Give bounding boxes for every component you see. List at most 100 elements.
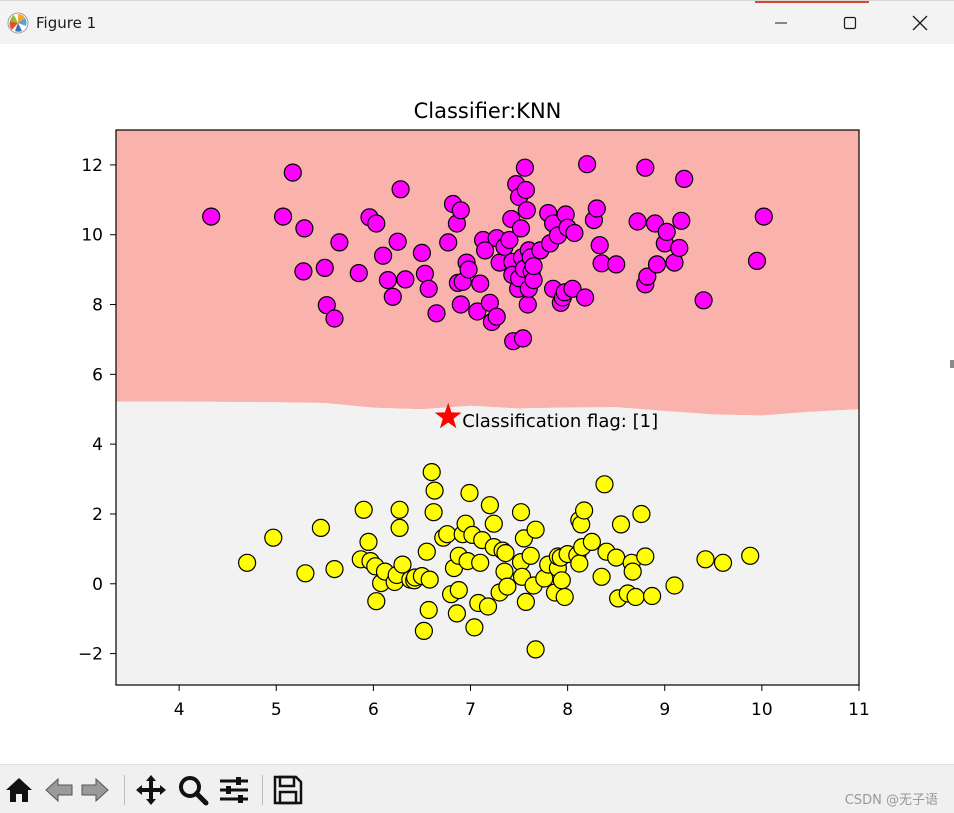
scatter-point xyxy=(390,518,409,537)
close-icon xyxy=(912,15,928,31)
y-tick-label: 10 xyxy=(81,226,103,246)
scatter-point xyxy=(274,207,293,226)
y-tick-label: 4 xyxy=(92,435,103,455)
configure-subplots-button[interactable] xyxy=(217,773,251,807)
scatter-point xyxy=(713,553,733,572)
x-axis: 4 5 6 7 8 9 10 11 xyxy=(174,685,870,720)
scatter-point xyxy=(672,211,691,230)
scatter-point xyxy=(391,180,410,199)
scatter-point xyxy=(496,544,515,563)
save-icon xyxy=(273,775,303,805)
maximize-button[interactable] xyxy=(827,1,873,45)
scatter-point xyxy=(460,483,479,503)
save-button[interactable] xyxy=(271,773,305,807)
scatter-point xyxy=(511,503,531,522)
scatter-point xyxy=(374,246,393,265)
scatter-point xyxy=(487,307,506,326)
scatter-point xyxy=(468,302,487,321)
scatter-point xyxy=(511,219,531,238)
scatter-point xyxy=(628,212,647,231)
pan-button[interactable] xyxy=(134,773,168,807)
scatter-point xyxy=(642,586,662,606)
scatter-point xyxy=(513,329,533,348)
back-icon xyxy=(45,777,73,803)
region-class0 xyxy=(116,130,859,416)
minimize-icon xyxy=(775,22,787,24)
navigation-toolbar: CSDN @无子语 xyxy=(0,764,954,813)
scatter-point xyxy=(592,567,611,586)
window-resize-edge[interactable] xyxy=(950,360,954,368)
y-tick-label: 0 xyxy=(92,575,103,595)
scatter-point xyxy=(390,500,409,519)
scatter-point xyxy=(283,163,302,182)
scatter-point xyxy=(315,258,334,277)
scatter-point xyxy=(582,532,602,551)
scatter-point xyxy=(471,553,490,572)
scatter-point xyxy=(480,496,499,515)
scatter-point xyxy=(294,262,313,281)
scatter-point xyxy=(675,169,694,188)
watermark: CSDN @无子语 xyxy=(844,793,938,808)
toolbar-separator xyxy=(124,775,125,805)
scatter-point xyxy=(587,199,606,218)
scatter-point xyxy=(238,553,257,572)
zoom-icon xyxy=(179,776,209,806)
forward-button[interactable] xyxy=(78,773,112,807)
maximize-icon xyxy=(843,16,857,30)
toolbar-separator xyxy=(262,775,263,805)
configure-subplots-icon xyxy=(220,777,248,803)
home-button[interactable] xyxy=(2,773,36,807)
scatter-point xyxy=(638,267,657,286)
x-tick-label: 11 xyxy=(848,700,870,720)
back-button[interactable] xyxy=(42,773,76,807)
zoom-button[interactable] xyxy=(176,773,210,807)
x-tick-label: 8 xyxy=(562,700,573,720)
scatter-point xyxy=(670,238,689,258)
x-tick-label: 7 xyxy=(465,700,476,720)
y-tick-label: 12 xyxy=(81,156,103,176)
window-title: Figure 1 xyxy=(36,14,97,32)
scatter-point xyxy=(565,223,584,243)
scatter-point xyxy=(517,201,536,220)
scatter-point xyxy=(451,201,470,220)
pan-icon xyxy=(136,775,166,805)
scatter-point xyxy=(311,518,330,537)
scatter-point xyxy=(367,214,386,233)
scatter-point xyxy=(438,525,457,544)
scatter-point xyxy=(424,503,443,522)
scatter-point xyxy=(636,158,655,177)
scatter-point xyxy=(741,546,760,565)
scatter-point xyxy=(325,309,344,328)
titlebar-accent-line xyxy=(755,1,869,3)
scatter-point xyxy=(296,564,315,583)
scatter-point xyxy=(632,504,651,524)
x-tick-label: 9 xyxy=(659,700,670,720)
scatter-point xyxy=(412,243,431,262)
minimize-button[interactable] xyxy=(758,1,804,45)
scatter-point xyxy=(419,600,438,620)
scatter-point xyxy=(563,279,582,298)
scatter-point xyxy=(264,528,283,547)
scatter-point xyxy=(574,501,594,520)
scatter-point xyxy=(518,295,537,314)
scatter-point xyxy=(657,222,676,241)
figure-canvas[interactable]: Classification flag: [1] 4 5 6 7 8 9 10 11 −2 0 2… xyxy=(0,44,954,764)
chart-svg: Classification flag: [1] 4 5 6 7 8 9 10 11 −2 0 2… xyxy=(78,99,870,720)
matplotlib-logo-icon xyxy=(7,12,29,34)
scatter-point xyxy=(439,233,458,252)
scatter-point xyxy=(393,555,412,574)
scatter-point xyxy=(459,260,478,279)
x-tick-label: 10 xyxy=(751,700,773,720)
scatter-point xyxy=(590,236,609,255)
scatter-point xyxy=(349,264,368,283)
scatter-point xyxy=(665,576,684,595)
scatter-point xyxy=(526,520,545,539)
scatter-point xyxy=(636,547,655,566)
home-icon xyxy=(6,778,32,802)
scatter-point xyxy=(396,270,415,289)
y-tick-label: 8 xyxy=(92,296,103,316)
close-button[interactable] xyxy=(897,1,943,45)
test-point-star xyxy=(434,402,462,429)
class1-series xyxy=(238,463,760,659)
window-titlebar: Figure 1 xyxy=(0,0,954,44)
